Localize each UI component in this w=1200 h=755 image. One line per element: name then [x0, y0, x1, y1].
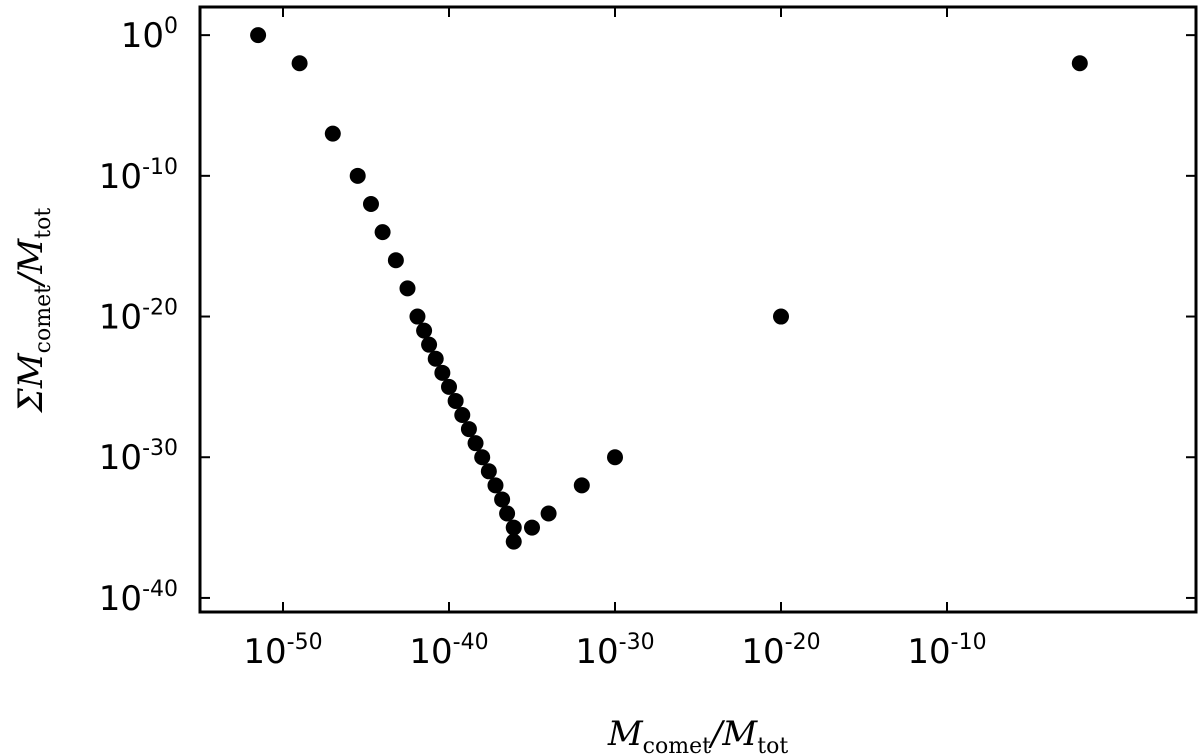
- data-point: [573, 477, 590, 494]
- data-point: [387, 252, 404, 269]
- data-point: [505, 533, 522, 550]
- y-axis-ticks: 100 10-10 10-20 10-30 10-40: [99, 14, 1196, 619]
- y-axis-label: ΣMcomet/Mtot: [11, 208, 56, 415]
- data-point: [362, 195, 379, 212]
- data-point: [349, 167, 366, 184]
- y-tick-label: 100: [121, 14, 178, 56]
- data-point: [474, 449, 491, 466]
- data-point: [1071, 55, 1088, 72]
- data-point: [324, 125, 341, 142]
- data-point: [505, 519, 522, 536]
- plot-frame: [198, 5, 1198, 614]
- data-point: [773, 308, 789, 325]
- data-point: [487, 477, 504, 494]
- y-tick-label: 10-20: [99, 296, 178, 338]
- data-point: [441, 378, 457, 395]
- data-point: [480, 463, 497, 480]
- x-tick-label: 10-40: [409, 630, 488, 672]
- x-axis-ticks: 10-50 10-40 10-30 10-20 10-10: [243, 7, 987, 672]
- data-point: [399, 280, 416, 297]
- data-point: [434, 364, 451, 381]
- x-tick-label: 10-20: [741, 630, 820, 672]
- data-point: [467, 435, 484, 452]
- data-point: [447, 392, 464, 409]
- data-point: [499, 505, 516, 522]
- x-axis-label: Mcomet/Mtot: [607, 714, 789, 755]
- data-point: [454, 407, 471, 424]
- data-point: [460, 421, 477, 438]
- data-point: [524, 519, 540, 536]
- data-point: [374, 224, 391, 241]
- data-point: [250, 27, 267, 44]
- y-tick-label: 10-40: [99, 577, 178, 619]
- data-point: [416, 322, 433, 339]
- data-point: [540, 505, 557, 522]
- x-tick-label: 10-50: [243, 630, 322, 672]
- data-point: [494, 491, 511, 508]
- y-tick-label: 10-10: [99, 155, 178, 197]
- data-point: [427, 350, 444, 367]
- x-tick-label: 10-30: [575, 630, 654, 672]
- data-points: [250, 27, 1088, 550]
- x-tick-label: 10-10: [907, 630, 986, 672]
- data-point: [291, 55, 308, 72]
- y-tick-label: 10-30: [99, 436, 178, 478]
- data-point: [409, 308, 426, 325]
- data-point: [421, 336, 438, 353]
- data-point: [607, 449, 623, 466]
